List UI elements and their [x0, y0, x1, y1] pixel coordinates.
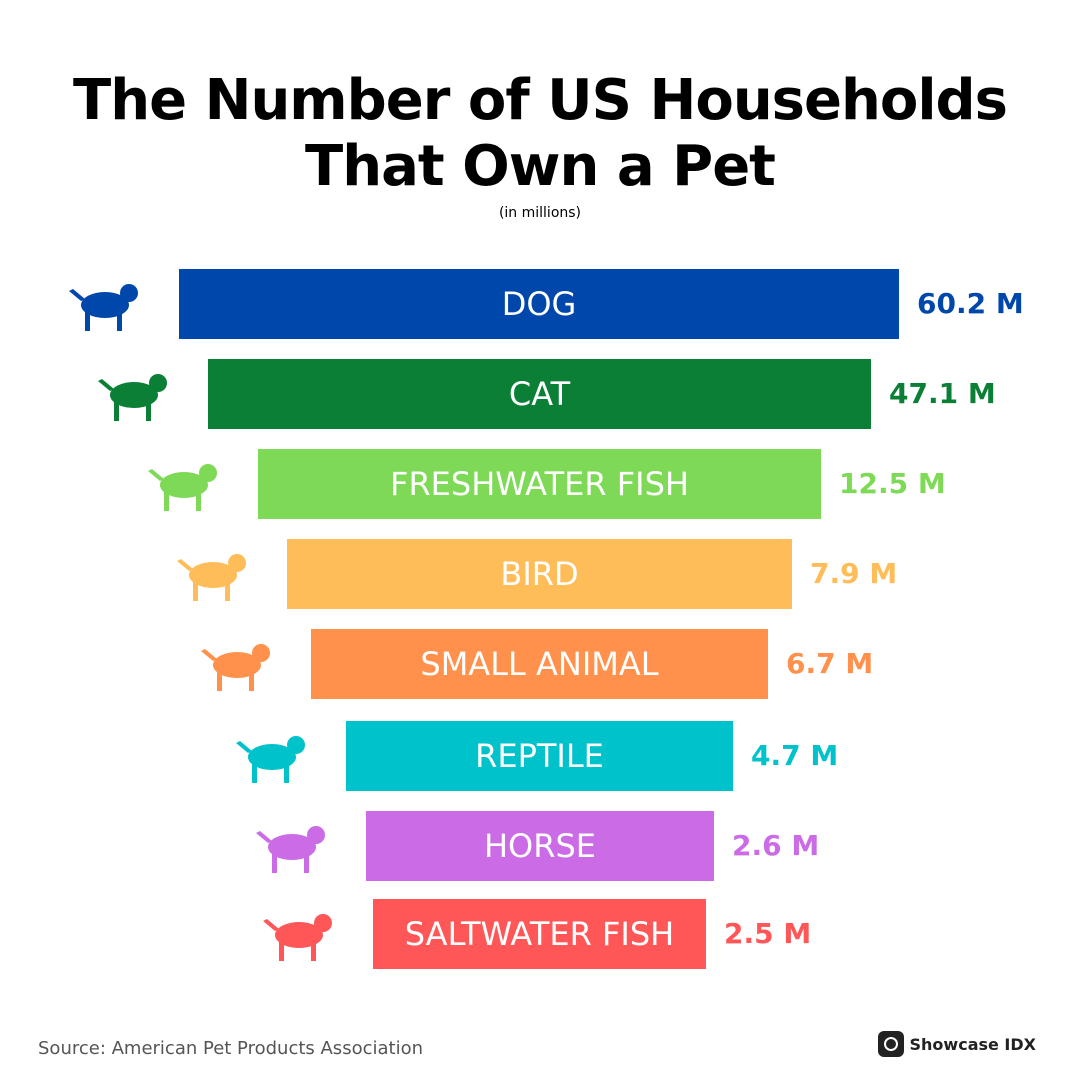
pet-icon — [263, 914, 332, 961]
pet-icon — [98, 374, 167, 421]
value-label: 12.5 M — [839, 467, 946, 500]
value-label: 60.2 M — [917, 287, 1024, 320]
bar: HORSE — [366, 811, 714, 881]
pet-icon — [236, 736, 305, 783]
bar: FRESHWATER FISH — [258, 449, 821, 519]
bar: BIRD — [287, 539, 792, 609]
brand: Showcase IDX — [877, 1031, 1036, 1057]
pet-icon — [69, 284, 138, 331]
bar: CAT — [208, 359, 871, 429]
pet-icon — [148, 464, 217, 511]
title: That Own a Pet — [305, 134, 776, 199]
value-label: 2.5 M — [724, 917, 812, 950]
value-label: 7.9 M — [810, 557, 898, 590]
value-label: 6.7 M — [786, 647, 874, 680]
brand-name: Showcase IDX — [909, 1034, 1036, 1054]
source: Source: American Pet Products Associatio… — [38, 1038, 423, 1059]
bar: SALTWATER FISH — [373, 899, 706, 969]
brand-logo — [877, 1031, 904, 1057]
pet-icon — [177, 554, 246, 601]
value-label: 47.1 M — [889, 377, 996, 410]
subtitle: (in millions) — [498, 205, 582, 221]
pet-icon — [256, 826, 325, 873]
bar: DOG — [179, 269, 899, 339]
bar: SMALL ANIMAL — [311, 629, 768, 699]
value-label: 4.7 M — [751, 739, 839, 772]
title: The Number of US Households — [73, 68, 1008, 133]
bar: REPTILE — [346, 721, 733, 791]
pet-icon — [201, 644, 270, 691]
value-label: 2.6 M — [732, 829, 820, 862]
